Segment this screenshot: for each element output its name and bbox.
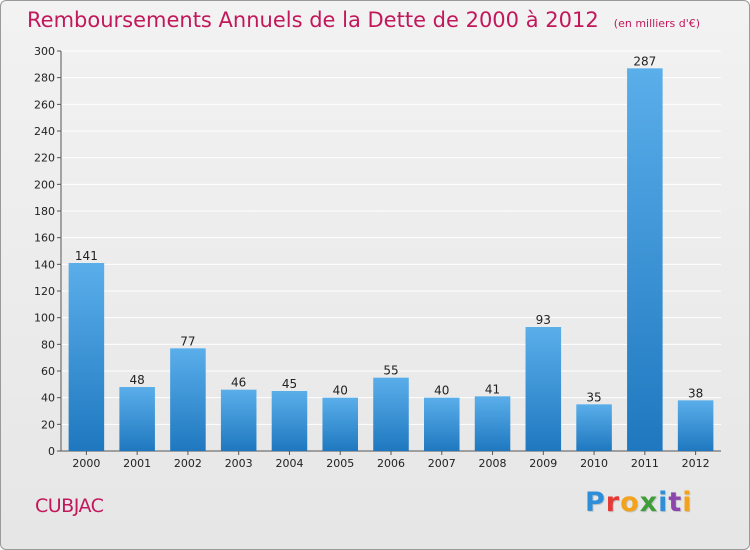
x-tick-label: 2002: [174, 457, 202, 470]
data-label: 41: [485, 382, 500, 396]
x-tick-label: 2006: [377, 457, 405, 470]
logo-letter: r: [605, 487, 621, 518]
logo-letter: i: [658, 487, 669, 518]
logo-letter: i: [682, 487, 693, 518]
y-tick-label: 140: [34, 258, 55, 271]
bar-2008: [474, 396, 511, 451]
data-label: 48: [130, 373, 145, 387]
x-tick-label: 2009: [529, 457, 557, 470]
bar-2012: [677, 400, 714, 451]
x-tick-label: 2011: [631, 457, 659, 470]
bar-2000: [68, 263, 105, 451]
y-tick-label: 260: [34, 98, 55, 111]
data-label: 40: [434, 384, 449, 398]
bar-2005: [322, 397, 358, 451]
bar-2004: [271, 391, 308, 451]
proxiti-logo[interactable]: Proxiti: [585, 487, 693, 518]
data-label: 45: [282, 377, 297, 391]
y-tick-label: 120: [34, 285, 55, 298]
y-tick-label: 20: [41, 418, 55, 431]
data-label: 287: [633, 54, 656, 68]
x-tick-label: 2003: [225, 457, 253, 470]
labels: 0 20 40 60 80 100 120 140 160 180 200 220 240 260 280 3…: [34, 45, 710, 470]
commune-name: CUBJAC: [35, 495, 104, 517]
bar-2006: [373, 377, 409, 451]
y-tick-label: 40: [41, 392, 55, 405]
data-label: 77: [180, 334, 195, 348]
y-tick-label: 180: [34, 205, 55, 218]
y-tick-label: 60: [41, 365, 55, 378]
y-tick-label: 300: [34, 45, 55, 58]
bar-2002: [170, 348, 206, 451]
x-tick-label: 2010: [580, 457, 608, 470]
bar-2001: [119, 387, 155, 451]
logo-letter: x: [639, 487, 659, 518]
chart-title: Remboursements Annuels de la Dette de 20…: [27, 8, 599, 32]
x-tick-label: 2012: [682, 457, 710, 470]
x-tick-label: 2000: [72, 457, 100, 470]
data-label: 93: [536, 313, 551, 327]
chart-title-row: Remboursements Annuels de la Dette de 20…: [27, 8, 700, 32]
data-label: 38: [688, 386, 703, 400]
data-label: 35: [586, 390, 601, 404]
y-tick-label: 160: [34, 232, 55, 245]
logo-letter: o: [620, 487, 640, 518]
logo-letter: P: [585, 487, 606, 518]
x-tick-label: 2001: [123, 457, 151, 470]
y-tick-label: 80: [41, 338, 55, 351]
bar-2003: [220, 389, 257, 451]
bar-2009: [525, 327, 562, 451]
x-tick-label: 2008: [479, 457, 507, 470]
bar-2011: [627, 68, 663, 451]
x-tick-label: 2007: [428, 457, 456, 470]
y-tick-label: 200: [34, 178, 55, 191]
y-tick-label: 0: [48, 445, 55, 458]
data-label: 40: [333, 384, 348, 398]
data-label: 141: [75, 249, 98, 263]
chart-subtitle: (en milliers d'€): [613, 17, 701, 30]
y-tick-label: 100: [34, 312, 55, 325]
data-label: 55: [383, 364, 398, 378]
y-tick-label: 220: [34, 152, 55, 165]
logo-letter: t: [668, 487, 683, 518]
bar-2010: [576, 404, 612, 451]
y-tick-label: 240: [34, 125, 55, 138]
bars: [68, 68, 714, 451]
x-tick-label: 2005: [326, 457, 354, 470]
bar-2007: [424, 397, 460, 451]
x-tick-label: 2004: [275, 457, 303, 470]
data-label: 46: [231, 376, 246, 390]
y-tick-label: 280: [34, 72, 55, 85]
